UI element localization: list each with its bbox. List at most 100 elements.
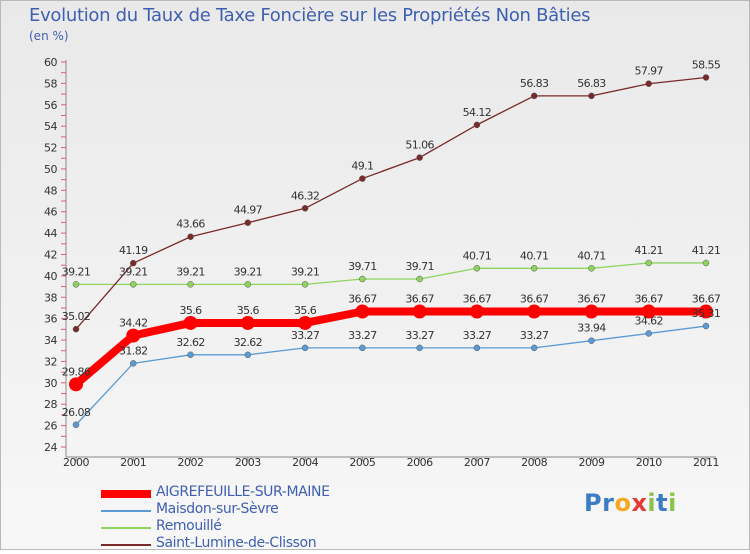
data-point — [69, 377, 83, 392]
data-point — [183, 315, 198, 330]
legend-label: Remouillé — [156, 518, 222, 534]
data-label: 36.67 — [692, 293, 721, 306]
data-label: 32.62 — [176, 336, 205, 349]
data-label: 49.1 — [351, 160, 373, 173]
data-label: 43.66 — [176, 218, 205, 231]
legend-swatch — [101, 527, 151, 529]
data-label: 33.27 — [520, 329, 549, 342]
y-tick-label: 36 — [44, 313, 57, 326]
chart-data-labels: 29.86 34.42 35.6 35.6 35.6 36.67 36.67 36.67 36.… — [62, 59, 722, 419]
data-label: 35.31 — [692, 307, 721, 320]
y-tick-label: 54 — [44, 120, 57, 133]
y-tick-label: 34 — [44, 334, 57, 347]
data-point — [301, 344, 309, 352]
data-label: 35.6 — [179, 304, 202, 317]
legend-label: Maisdon-sur-Sèvre — [156, 501, 279, 517]
data-label: 56.83 — [577, 77, 606, 90]
data-label: 36.67 — [463, 293, 492, 306]
data-label: 36.67 — [405, 293, 434, 306]
logo-letter: t — [656, 489, 669, 517]
data-label: 36.67 — [520, 293, 549, 306]
data-point — [702, 74, 710, 81]
data-point — [645, 330, 652, 337]
data-point — [187, 233, 194, 240]
data-point — [473, 344, 481, 352]
data-point — [469, 304, 484, 319]
data-label: 39.21 — [176, 265, 205, 278]
data-label: 26.08 — [62, 406, 91, 419]
series-line — [75, 325, 707, 426]
data-point — [298, 315, 313, 330]
data-label: 44.97 — [234, 204, 263, 217]
data-label: 41.19 — [119, 244, 148, 257]
data-label: 33.27 — [463, 329, 492, 342]
data-point — [244, 219, 252, 226]
y-tick-label: 24 — [44, 441, 57, 454]
x-tick-label: 2005 — [349, 456, 375, 469]
data-label: 33.94 — [577, 322, 606, 335]
data-label: 39.71 — [405, 260, 434, 273]
data-label: 34.42 — [119, 317, 148, 330]
data-point — [416, 275, 423, 283]
series-line — [75, 76, 707, 330]
y-tick-label: 50 — [44, 163, 57, 176]
data-label: 58.55 — [692, 59, 721, 72]
data-label: 31.82 — [119, 344, 148, 357]
chart-axes: 24 26 28 30 32 34 36 38 40 42 44 46 48 50 52 54 56 58 60 20… — [44, 56, 720, 469]
data-label: 40.71 — [463, 249, 492, 262]
legend-swatch — [101, 510, 151, 512]
data-label: 39.21 — [62, 265, 91, 278]
data-point — [645, 80, 652, 87]
data-point — [473, 265, 481, 272]
logo-letter: P — [584, 489, 603, 517]
chart-unit-label: (en %) — [29, 29, 69, 43]
data-point — [301, 205, 309, 212]
data-label: 40.71 — [577, 249, 606, 262]
x-tick-label: 2003 — [235, 456, 261, 469]
y-tick-label: 58 — [44, 77, 57, 90]
data-label: 29.86 — [62, 365, 91, 378]
data-point — [187, 281, 194, 288]
x-tick-label: 2010 — [636, 456, 662, 469]
legend-label: Saint-Lumine-de-Clisson — [156, 535, 317, 551]
data-label: 39.71 — [348, 260, 377, 273]
data-label: 34.62 — [634, 314, 663, 327]
y-tick-label: 28 — [44, 398, 57, 411]
data-point — [72, 421, 80, 429]
data-label: 41.21 — [634, 244, 663, 257]
data-point — [530, 265, 538, 272]
y-tick-label: 52 — [44, 142, 57, 155]
data-label: 56.83 — [520, 77, 549, 90]
data-label: 36.67 — [348, 293, 377, 306]
data-point — [244, 351, 252, 359]
data-point — [584, 304, 599, 319]
x-tick-label: 2007 — [464, 456, 490, 469]
logo-letter: i — [668, 489, 677, 517]
x-tick-label: 2009 — [578, 456, 604, 469]
chart-title: Evolution du Taux de Taxe Foncière sur l… — [29, 5, 591, 26]
y-tick-label: 48 — [44, 184, 57, 197]
logo-letter: x — [631, 489, 648, 517]
data-point — [301, 281, 309, 288]
data-point — [645, 259, 652, 267]
series-line — [73, 307, 706, 388]
data-point — [130, 360, 137, 367]
y-tick-label: 46 — [44, 206, 57, 219]
data-label: 39.21 — [234, 265, 263, 278]
proxiti-logo: Proxiti — [584, 489, 677, 517]
data-point — [130, 259, 137, 267]
data-point — [702, 259, 710, 267]
logo-letter: i — [647, 489, 657, 517]
data-label: 33.27 — [405, 329, 434, 342]
data-point — [240, 315, 255, 330]
x-tick-label: 2000 — [63, 456, 89, 469]
data-label: 40.71 — [520, 249, 549, 262]
data-label: 39.21 — [119, 265, 148, 278]
y-tick-label: 30 — [44, 377, 57, 390]
y-tick-label: 44 — [44, 227, 57, 240]
data-point — [359, 275, 366, 283]
data-point — [244, 281, 252, 288]
y-tick-label: 56 — [44, 99, 57, 112]
